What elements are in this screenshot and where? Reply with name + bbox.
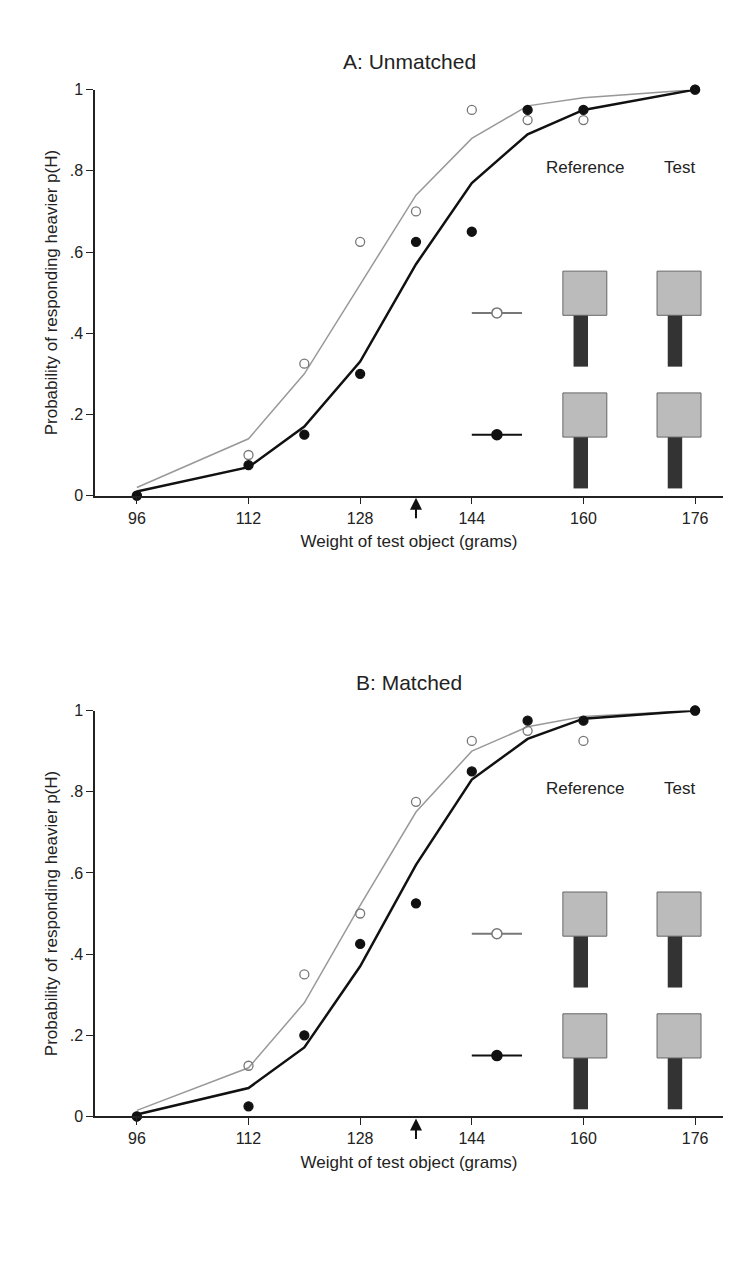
svg-text:Test: Test xyxy=(664,158,695,177)
svg-text:144: 144 xyxy=(458,510,485,527)
svg-text:Reference: Reference xyxy=(546,779,624,798)
svg-text:112: 112 xyxy=(236,510,262,527)
svg-text:.6: .6 xyxy=(70,244,83,261)
svg-text:.4: .4 xyxy=(70,325,83,342)
svg-text:A: Unmatched: A: Unmatched xyxy=(343,50,476,73)
svg-text:.4: .4 xyxy=(70,946,83,963)
svg-text:144: 144 xyxy=(458,1130,485,1147)
svg-text:.2: .2 xyxy=(70,1027,83,1044)
svg-text:Weight of test object (grams): Weight of test object (grams) xyxy=(301,532,518,551)
svg-text:128: 128 xyxy=(347,510,374,527)
svg-text:.2: .2 xyxy=(70,406,83,423)
svg-text:1: 1 xyxy=(74,702,83,719)
svg-text:Reference: Reference xyxy=(546,158,624,177)
svg-text:.8: .8 xyxy=(70,162,83,179)
svg-text:176: 176 xyxy=(682,510,709,527)
svg-text:Weight of test object (grams): Weight of test object (grams) xyxy=(301,1153,518,1172)
svg-text:0: 0 xyxy=(74,1108,83,1125)
svg-text:96: 96 xyxy=(128,1130,146,1147)
svg-text:160: 160 xyxy=(570,510,597,527)
svg-text:1: 1 xyxy=(74,81,83,98)
svg-text:96: 96 xyxy=(128,510,146,527)
svg-text:B: Matched: B: Matched xyxy=(356,671,462,694)
svg-text:128: 128 xyxy=(347,1130,374,1147)
svg-text:Probability of responding heav: Probability of responding heavier p(H) xyxy=(42,150,61,435)
svg-text:.8: .8 xyxy=(70,783,83,800)
svg-text:0: 0 xyxy=(74,487,83,504)
svg-text:.6: .6 xyxy=(70,865,83,882)
svg-text:176: 176 xyxy=(682,1130,709,1147)
svg-text:160: 160 xyxy=(570,1130,597,1147)
svg-text:112: 112 xyxy=(236,1130,262,1147)
svg-text:Probability of responding heav: Probability of responding heavier p(H) xyxy=(42,771,61,1056)
svg-text:Test: Test xyxy=(664,779,695,798)
